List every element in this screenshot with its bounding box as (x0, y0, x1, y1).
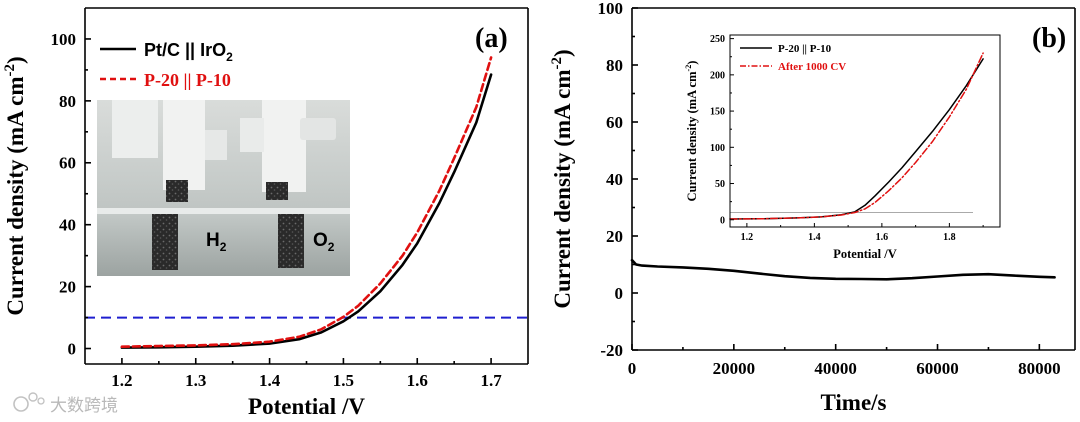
inset-axes: 1.2 1.4 1.6 1.8 0 50 100 150 200 250 Potential /V C… (684, 34, 1001, 261)
panel-b-y-axis-title-tail: ) (550, 49, 575, 57)
inset-frame (729, 34, 1001, 228)
inset-legend-label-1: P-20 || P-10 (778, 43, 832, 55)
panel-b-x-tick-label: 80000 (1018, 359, 1061, 378)
panel-b-x-tick-label: 0 (628, 359, 637, 378)
o2-label: O2 (313, 230, 335, 254)
panel-b-axes: 0 20000 40000 60000 80000-20020406080100Time… (549, 0, 1076, 415)
inset-y-axis-title-tail: ) (685, 61, 699, 65)
anode-electrode (278, 214, 304, 268)
panel-b-y-tick-label: -20 (600, 341, 623, 360)
inset-series-line-2 (729, 52, 984, 220)
panel-a-x-tick-label: 1.3 (185, 371, 206, 390)
panel-b-y-tick-label: 60 (606, 113, 623, 132)
inset-plot-area (729, 52, 984, 220)
panel-b-y-tick-label: 40 (606, 170, 623, 189)
inset-x-tick-label: 1.2 (741, 232, 754, 243)
panel-b-inset: 1.2 1.4 1.6 1.8 0 50 100 150 200 250 Potential /V C… (684, 34, 1001, 261)
h2-label: H2 (206, 230, 227, 254)
panel-a-y-tick-label: 20 (59, 278, 76, 297)
panel-a-series-line-2 (120, 56, 493, 349)
panel-a-x-axis-title: Potential /V (248, 394, 365, 419)
panel-a-y-axis-title-main: Current density (mA cm (3, 76, 28, 315)
panel-b-y-axis-title-sup: -2 (549, 57, 565, 69)
watermark: 大数跨境 (13, 392, 118, 416)
panel-b-x-axis-title: Time/s (820, 390, 886, 415)
panel-a-y-tick-label: 0 (68, 339, 77, 358)
electrolyzer-photo: H2 O2 (97, 100, 350, 276)
inset-legend: P-20 || P-10 After 1000 CV (740, 43, 846, 73)
panel-a-plot-area (85, 56, 528, 349)
panel-a-x-tick-label: 1.7 (480, 371, 502, 390)
panel-a-y-tick-label: 100 (51, 30, 77, 49)
inset-x-tick-label: 1.8 (943, 232, 956, 243)
inset-y-tick-label: 0 (720, 215, 725, 226)
panel-a-y-axis-title-tail: ) (3, 56, 28, 64)
panel-a: H2 O2 1.2 1.3 1.4 1.5 1.6 1.7 0 20 40 60 80 100 Pote… (2, 7, 529, 419)
inset-y-tick-label: 100 (710, 143, 725, 154)
panel-b: 0 20000 40000 60000 80000-20020406080100Time… (549, 0, 1076, 415)
panel-b-plot-area (630, 258, 1056, 281)
inset-x-tick-label: 1.6 (876, 232, 889, 243)
watermark-logo-icon (13, 396, 29, 412)
panel-a-x-tick-label: 1.4 (259, 371, 281, 390)
inset-y-tick-label: 250 (710, 34, 725, 45)
panel-b-y-tick-label: 0 (615, 284, 624, 303)
panel-b-y-tick-label: 80 (606, 56, 623, 75)
panel-a-label: (a) (475, 23, 508, 54)
panel-a-series-line-1 (120, 73, 493, 349)
inset-x-tick-label: 1.4 (808, 232, 821, 243)
inset-y-axis-title: Current density (mA cm-2) (684, 61, 699, 202)
panel-a-y-axis-title-sup: -2 (2, 64, 18, 76)
inset-series-line-1 (729, 58, 984, 220)
inset-y-tick-label: 50 (715, 179, 725, 190)
inset-y-tick-label: 150 (710, 107, 725, 118)
cathode-electrode (152, 214, 178, 270)
panel-b-x-tick-label: 40000 (814, 359, 857, 378)
legend-label-ptc: Pt/C || IrO2 (144, 40, 233, 64)
panel-b-y-tick-label: 100 (598, 0, 624, 18)
inset-x-axis-title: Potential /V (833, 247, 897, 261)
watermark-text: 大数跨境 (50, 396, 118, 416)
panel-b-y-axis-title: Current density (mA cm-2) (549, 49, 575, 308)
panel-b-label: (b) (1032, 23, 1066, 54)
panel-b-series-line-1 (630, 258, 1056, 281)
inset-y-tick-label: 200 (710, 70, 725, 81)
panel-a-x-tick-label: 1.6 (407, 371, 428, 390)
panel-b-x-tick-label: 60000 (916, 359, 959, 378)
panel-a-y-tick-label: 60 (59, 154, 76, 173)
inset-legend-label-2: After 1000 CV (778, 61, 846, 73)
panel-a-y-tick-label: 40 (59, 216, 76, 235)
panel-b-y-tick-label: 20 (606, 227, 623, 246)
inset-y-axis-title-sup: -2 (684, 65, 693, 72)
panel-a-y-tick-label: 80 (59, 92, 76, 111)
panel-b-x-tick-label: 20000 (713, 359, 756, 378)
legend-label-p20: P-20 || P-10 (144, 70, 231, 90)
panel-a-x-tick-label: 1.5 (333, 371, 354, 390)
panel-a-axes: 1.2 1.3 1.4 1.5 1.6 1.7 0 20 40 60 80 100 Potential … (2, 7, 529, 419)
inset-y-axis-title-main: Current density (mA cm (685, 71, 699, 202)
panel-a-legend: Pt/C || IrO2 P-20 || P-10 (100, 40, 233, 90)
panel-a-x-tick-label: 1.2 (111, 371, 132, 390)
panel-a-y-axis-title: Current density (mA cm-2) (2, 56, 28, 315)
panel-b-y-axis-title-main: Current density (mA cm (550, 69, 575, 308)
